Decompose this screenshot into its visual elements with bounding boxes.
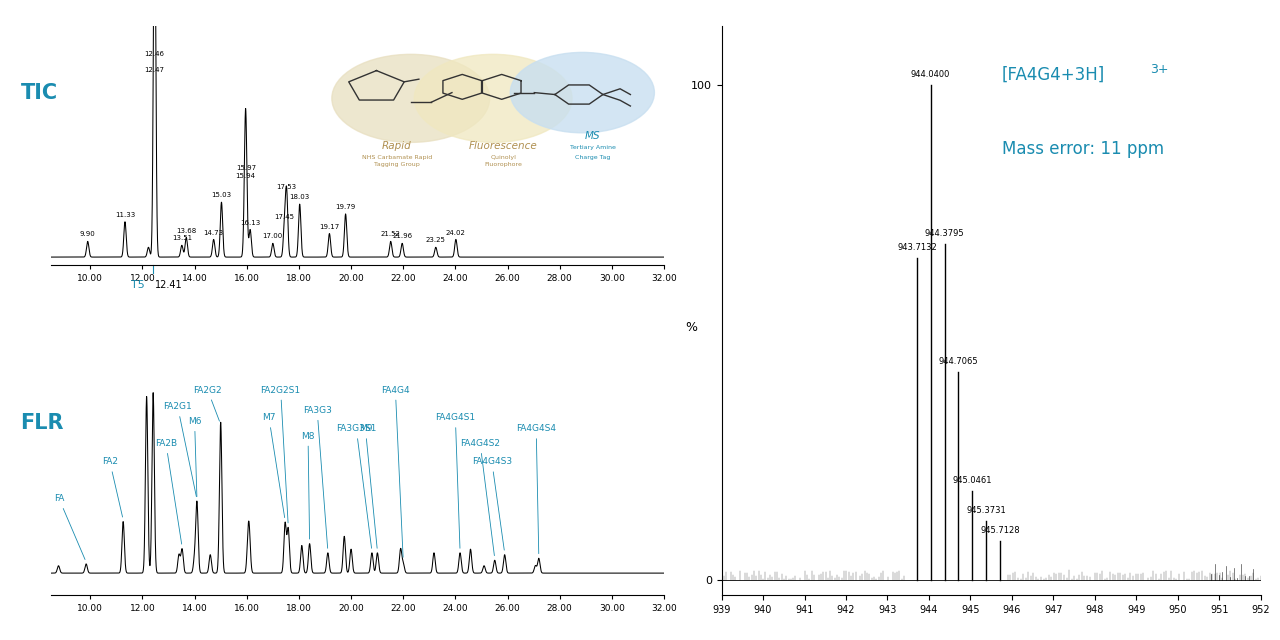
Text: M9: M9 [358, 424, 378, 548]
Text: 945.7128: 945.7128 [980, 526, 1020, 535]
Text: FA4G4: FA4G4 [381, 385, 410, 557]
Text: 15.94: 15.94 [236, 173, 255, 179]
Text: %: % [685, 321, 698, 334]
Text: 12.46: 12.46 [145, 51, 164, 57]
Text: 11.33: 11.33 [115, 212, 136, 218]
Text: 23.25: 23.25 [426, 237, 445, 243]
Text: 19.79: 19.79 [335, 204, 356, 210]
Text: 13.51: 13.51 [172, 236, 192, 241]
Text: 16.13: 16.13 [241, 220, 260, 226]
Text: 17.00: 17.00 [262, 234, 283, 239]
Text: 12.47: 12.47 [145, 67, 165, 73]
Text: M6: M6 [188, 417, 201, 497]
Text: FA4G4S3: FA4G4S3 [472, 458, 512, 550]
Text: M7: M7 [262, 413, 284, 518]
Text: FA3G3S1: FA3G3S1 [337, 424, 376, 548]
Text: 17.53: 17.53 [276, 184, 297, 190]
Text: 945.3731: 945.3731 [966, 506, 1006, 515]
Text: 944.0400: 944.0400 [911, 70, 950, 79]
Text: 19.17: 19.17 [319, 223, 339, 230]
Text: 945.0461: 945.0461 [952, 476, 992, 485]
Text: Mass error: 11 ppm: Mass error: 11 ppm [1002, 140, 1164, 157]
Text: FLR: FLR [20, 413, 64, 433]
Text: FA4G4S4: FA4G4S4 [516, 424, 557, 554]
Text: 21.52: 21.52 [380, 232, 401, 237]
Text: 943.7132: 943.7132 [897, 243, 937, 252]
Text: T5: T5 [131, 280, 145, 290]
Text: 21.96: 21.96 [392, 234, 412, 239]
Text: FA4G4S1: FA4G4S1 [435, 413, 475, 548]
Text: 14.73: 14.73 [204, 230, 224, 236]
Text: 944.3795: 944.3795 [925, 228, 965, 237]
Text: M8: M8 [301, 431, 315, 539]
Text: 3+: 3+ [1151, 63, 1169, 76]
Text: FA2G2S1: FA2G2S1 [261, 385, 301, 523]
Text: 15.03: 15.03 [211, 192, 232, 198]
Text: 944.7065: 944.7065 [938, 357, 978, 366]
Text: [FA4G4+3H]: [FA4G4+3H] [1002, 65, 1105, 83]
Text: 15.97: 15.97 [236, 164, 256, 171]
Text: 18.03: 18.03 [289, 194, 310, 200]
Text: 24.02: 24.02 [445, 230, 466, 236]
Text: TIC: TIC [20, 83, 58, 102]
Text: FA2: FA2 [102, 458, 123, 517]
Text: FA3G3: FA3G3 [303, 406, 332, 548]
Text: FA4G4S2: FA4G4S2 [460, 439, 500, 556]
Text: FA2B: FA2B [155, 439, 182, 544]
Text: FA2G2: FA2G2 [193, 385, 221, 421]
Text: FA2G1: FA2G1 [164, 402, 196, 497]
Text: FA: FA [54, 494, 84, 559]
Text: 13.68: 13.68 [177, 228, 196, 234]
Text: 17.45: 17.45 [275, 214, 294, 220]
Text: 9.90: 9.90 [79, 232, 96, 237]
Text: 12.41: 12.41 [155, 280, 183, 290]
